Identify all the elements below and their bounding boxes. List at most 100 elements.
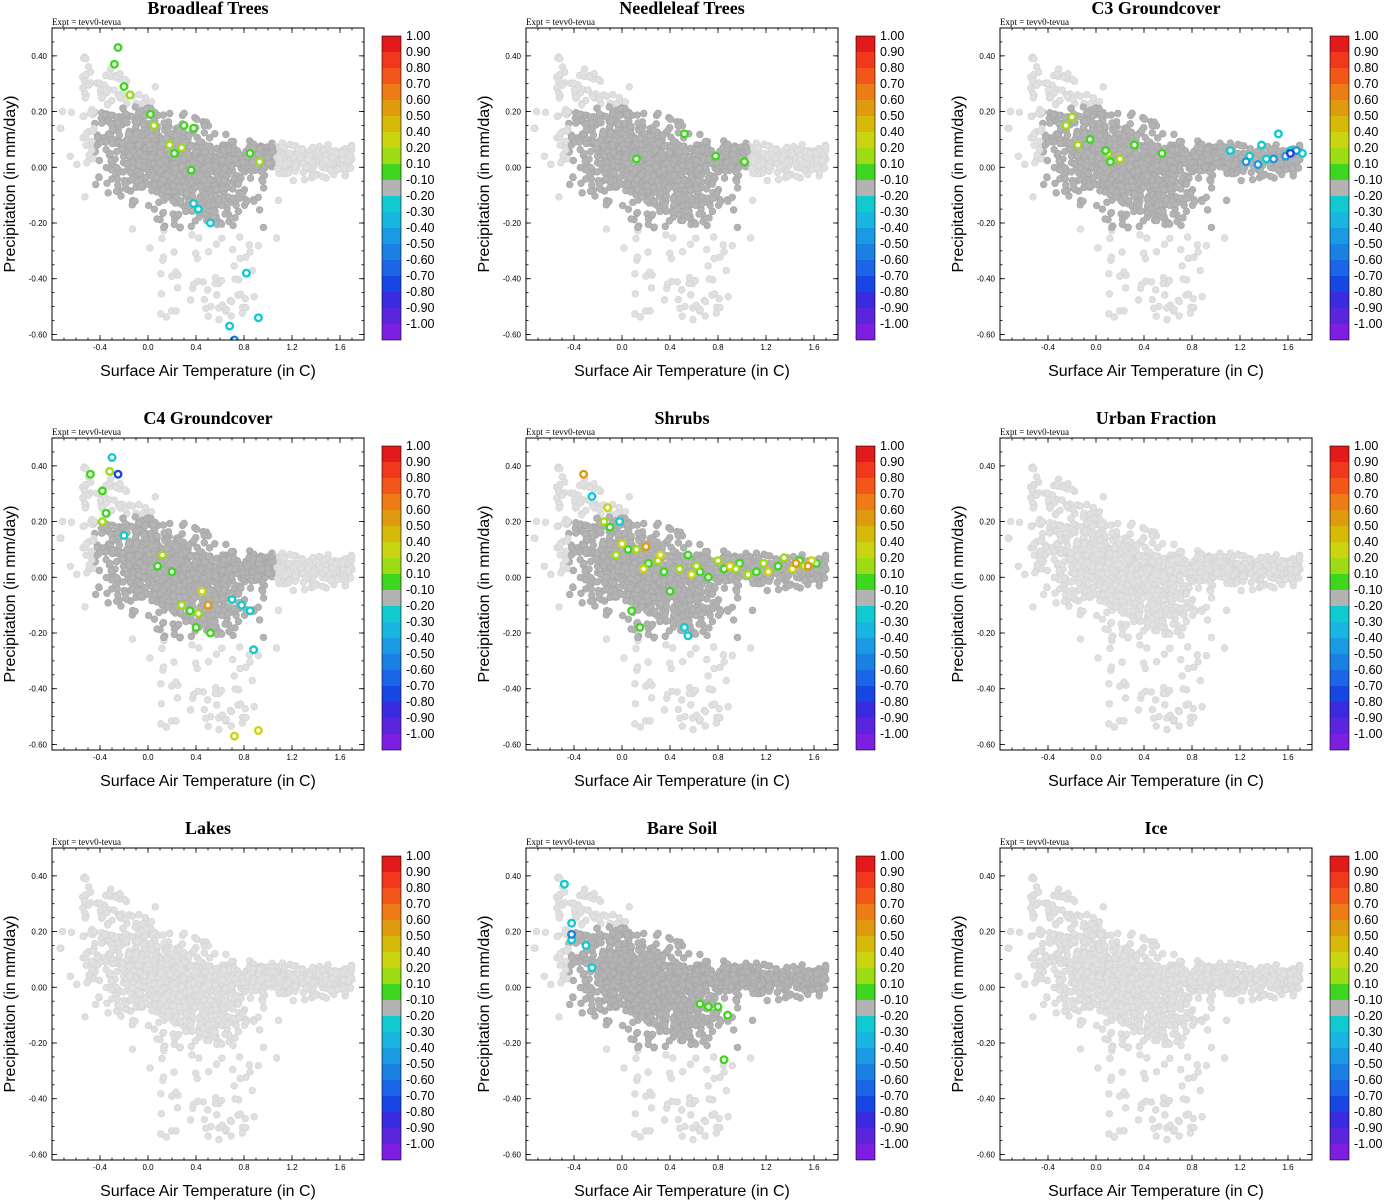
colorbar-label: -1.00 bbox=[406, 317, 435, 331]
background-point bbox=[1021, 160, 1029, 169]
background-point bbox=[749, 153, 758, 162]
background-point bbox=[602, 92, 611, 100]
background-point bbox=[140, 120, 148, 128]
background-point bbox=[637, 193, 646, 201]
background-point bbox=[593, 168, 601, 176]
background-point bbox=[564, 108, 572, 116]
background-point bbox=[202, 304, 210, 312]
background-point bbox=[676, 304, 684, 312]
data-point bbox=[1105, 157, 1115, 167]
background-point bbox=[681, 147, 690, 155]
background-point bbox=[112, 187, 121, 195]
data-point bbox=[679, 129, 689, 139]
colorbar-label: 0.80 bbox=[406, 61, 430, 75]
background-point bbox=[1060, 187, 1069, 195]
background-point bbox=[1089, 173, 1098, 182]
background-point bbox=[743, 147, 751, 156]
x-tick-label: 1.6 bbox=[334, 343, 346, 352]
background-point bbox=[1194, 174, 1203, 182]
colorbar-label: -0.80 bbox=[880, 285, 909, 299]
colorbar-label: 0.20 bbox=[406, 141, 430, 155]
background-point bbox=[192, 115, 201, 123]
background-point bbox=[705, 275, 713, 283]
background-point bbox=[108, 139, 116, 148]
background-point bbox=[1148, 295, 1157, 304]
experiment-label: Expt = tevv0-tevua bbox=[52, 17, 121, 27]
background-point bbox=[1169, 210, 1177, 218]
background-point bbox=[1259, 171, 1267, 180]
background-point bbox=[586, 113, 594, 121]
y-tick-label: 0.00 bbox=[31, 163, 47, 172]
background-point bbox=[238, 309, 247, 317]
background-point bbox=[578, 189, 586, 197]
colorbar-label: -0.40 bbox=[880, 221, 909, 235]
background-point bbox=[1184, 254, 1192, 263]
background-point bbox=[275, 153, 284, 162]
background-point bbox=[89, 127, 97, 135]
background-point bbox=[724, 293, 732, 301]
background-point bbox=[685, 162, 694, 170]
x-tick-label: 0.4 bbox=[190, 343, 202, 352]
background-point bbox=[128, 112, 137, 121]
x-axis-label: Surface Air Temperature (in C) bbox=[100, 363, 316, 380]
background-point bbox=[1046, 93, 1055, 101]
background-point bbox=[1106, 234, 1114, 243]
background-point bbox=[200, 295, 209, 304]
background-point bbox=[609, 161, 617, 169]
background-point bbox=[1097, 111, 1105, 119]
background-point bbox=[1119, 132, 1128, 140]
background-point bbox=[1062, 181, 1070, 189]
background-point bbox=[138, 182, 146, 190]
y-tick-label: -0.60 bbox=[503, 330, 522, 339]
background-point bbox=[695, 210, 703, 218]
background-point bbox=[653, 155, 662, 163]
background-point bbox=[211, 273, 220, 282]
background-point bbox=[1152, 247, 1161, 256]
background-point bbox=[128, 163, 137, 172]
background-point bbox=[553, 84, 561, 92]
background-point bbox=[1014, 152, 1023, 160]
x-tick-label: 0.8 bbox=[238, 343, 250, 352]
colorbar-swatch bbox=[856, 276, 875, 292]
background-point bbox=[217, 201, 226, 210]
background-point bbox=[633, 175, 641, 184]
background-point bbox=[332, 149, 340, 158]
background-point bbox=[144, 201, 153, 210]
x-tick-label: 0.0 bbox=[616, 343, 628, 352]
background-point bbox=[125, 142, 134, 150]
x-tick-label: 0.0 bbox=[142, 343, 154, 352]
background-point bbox=[162, 313, 171, 321]
background-point bbox=[145, 140, 153, 149]
background-point bbox=[1204, 145, 1212, 153]
background-point bbox=[1207, 223, 1216, 232]
background-point bbox=[763, 153, 772, 161]
background-point bbox=[1170, 130, 1178, 139]
background-point bbox=[1043, 156, 1052, 165]
background-point bbox=[612, 182, 620, 190]
background-point bbox=[205, 134, 214, 142]
background-point bbox=[191, 183, 199, 192]
background-point bbox=[67, 108, 76, 117]
background-point bbox=[570, 86, 579, 94]
background-point bbox=[178, 162, 186, 171]
background-point bbox=[269, 147, 277, 156]
background-point bbox=[723, 144, 731, 153]
background-point bbox=[1193, 241, 1202, 249]
background-point bbox=[688, 196, 697, 204]
background-point bbox=[174, 210, 183, 219]
background-point bbox=[1175, 312, 1183, 320]
colorbar-swatch bbox=[856, 84, 875, 100]
background-point bbox=[541, 108, 550, 117]
background-point bbox=[608, 141, 617, 149]
background-point bbox=[134, 141, 143, 149]
data-point bbox=[1273, 129, 1283, 139]
background-point bbox=[79, 84, 87, 92]
background-point bbox=[689, 315, 697, 324]
background-point bbox=[648, 210, 657, 219]
background-point bbox=[649, 183, 657, 191]
colorbar-label: 0.40 bbox=[880, 125, 904, 139]
background-point bbox=[674, 122, 682, 130]
background-point bbox=[1076, 225, 1085, 233]
background-point bbox=[126, 151, 134, 160]
background-point bbox=[1134, 166, 1142, 175]
